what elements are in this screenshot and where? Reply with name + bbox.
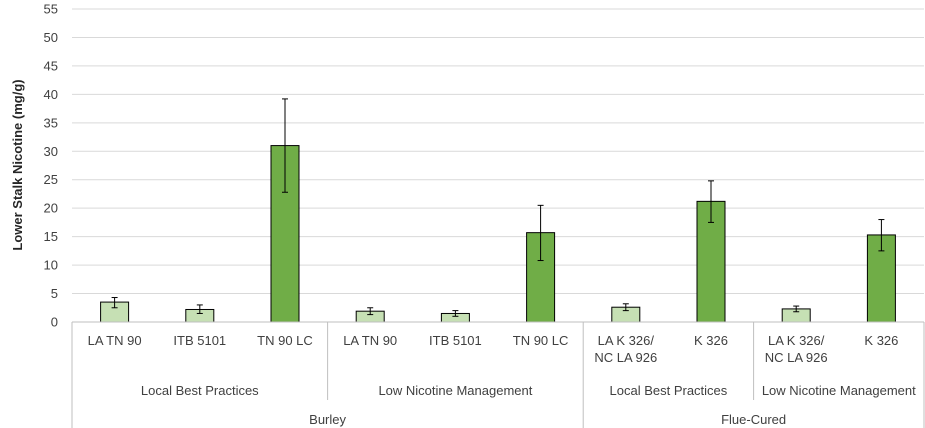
error-bar bbox=[537, 204, 544, 262]
y-tick-label: 55 bbox=[44, 2, 58, 17]
x-category-label: LA TN 90 bbox=[343, 333, 397, 348]
error-bar bbox=[622, 303, 629, 312]
error-bar bbox=[196, 304, 203, 314]
error-bar bbox=[282, 98, 288, 193]
x-category-label: LA TN 90 bbox=[88, 333, 142, 348]
group-label: Local Best Practices bbox=[610, 383, 728, 398]
group-label: Low Nicotine Management bbox=[378, 383, 532, 398]
y-tick-label: 15 bbox=[44, 229, 58, 244]
x-axis-categories: LA TN 90 ITB 5101 TN 90 LC LA TN 90 ITB 5101… bbox=[88, 333, 917, 427]
x-category-label: TN 90 LC bbox=[257, 333, 313, 348]
y-tick-label: 35 bbox=[44, 115, 58, 130]
y-tick-label: 40 bbox=[44, 87, 58, 102]
x-category-label: K 326 bbox=[694, 333, 728, 348]
supergroup-label: Flue-Cured bbox=[721, 412, 786, 427]
group-label: Local Best Practices bbox=[141, 383, 259, 398]
y-tick-label: 0 bbox=[51, 315, 58, 330]
x-category-label: K 326 bbox=[864, 333, 898, 348]
x-axis bbox=[71, 321, 925, 428]
x-category-label: LA K 326/ bbox=[598, 333, 655, 348]
x-category-label: NC LA 926 bbox=[765, 350, 828, 365]
bars bbox=[100, 98, 896, 323]
y-tick-label: 20 bbox=[44, 201, 58, 216]
x-category-label: ITB 5101 bbox=[173, 333, 226, 348]
gridlines bbox=[72, 8, 924, 295]
error-bar bbox=[793, 305, 800, 313]
y-tick-label: 30 bbox=[44, 144, 58, 159]
x-category-label: TN 90 LC bbox=[513, 333, 569, 348]
error-bar bbox=[452, 310, 459, 317]
error-bar bbox=[708, 180, 714, 223]
y-tick-label: 50 bbox=[44, 30, 58, 45]
y-axis-ticks: 0 5 10 15 20 25 30 35 40 45 50 55 bbox=[44, 2, 58, 330]
x-category-label: NC LA 926 bbox=[594, 350, 657, 365]
supergroup-label: Burley bbox=[309, 412, 346, 427]
y-axis-label: Lower Stalk Nicotine (mg/g) bbox=[10, 79, 25, 250]
x-category-label: ITB 5101 bbox=[429, 333, 482, 348]
y-tick-label: 5 bbox=[51, 286, 58, 301]
error-bar bbox=[111, 297, 118, 309]
x-category-label: LA K 326/ bbox=[768, 333, 825, 348]
group-label: Low Nicotine Management bbox=[762, 383, 916, 398]
y-tick-label: 10 bbox=[44, 258, 58, 273]
error-bar bbox=[367, 307, 374, 316]
error-bar bbox=[878, 219, 885, 252]
y-tick-label: 45 bbox=[44, 58, 58, 73]
y-tick-label: 25 bbox=[44, 172, 58, 187]
